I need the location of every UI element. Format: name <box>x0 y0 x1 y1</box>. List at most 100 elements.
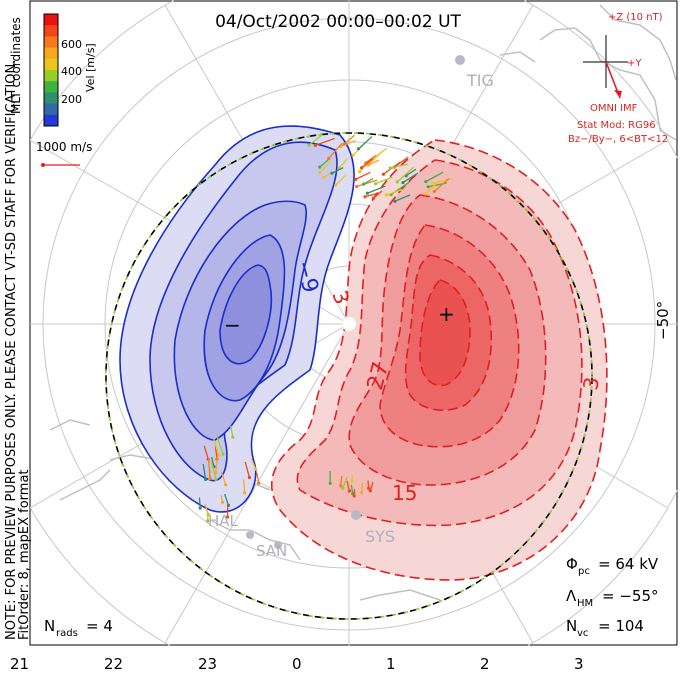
velocity-vector <box>361 482 364 493</box>
velocity-vector <box>396 166 415 183</box>
velocity-vector-origin <box>328 481 332 485</box>
velocity-vector-origin <box>318 165 322 169</box>
velocity-colorbar: 600 400 200 Vel [m/s] <box>43 13 97 127</box>
velocity-vector-origin <box>206 519 210 523</box>
velocity-vector <box>340 475 343 486</box>
svg-text:pc: pc <box>578 566 590 577</box>
velocity-vector-origin <box>220 500 225 504</box>
velocity-vector-origin <box>365 191 369 195</box>
velocity-vector-origin <box>353 177 358 181</box>
velocity-vector <box>425 182 438 195</box>
colorbar-cell <box>44 114 58 127</box>
positive-potential-cell <box>270 139 608 581</box>
velocity-vector-origin <box>231 435 235 439</box>
velocity-vector-origin <box>327 156 331 161</box>
mlt-tick-label: 0 <box>292 655 302 673</box>
map-title: 04/Oct/2002 00:00–00:02 UT <box>215 12 461 32</box>
contour-label-pos-4: 15 <box>392 481 417 505</box>
fit-order-note: FitOrder: 8, mapEX format <box>17 469 32 640</box>
station-marker-hal <box>246 531 254 539</box>
velocity-vector-origin <box>381 172 386 176</box>
latitude-label: −50° <box>654 301 672 340</box>
velocity-vector-origin <box>334 183 338 187</box>
velocity-vector-origin <box>424 180 428 184</box>
mlt-tick-label: 1 <box>386 655 396 673</box>
colorbar-cell <box>44 14 58 26</box>
stats-nrads: N rads = 4 <box>44 617 113 639</box>
colorbar-cell <box>44 70 58 82</box>
colorbar-label: Vel [m/s] <box>84 43 97 92</box>
velocity-vector <box>224 493 230 506</box>
velocity-vector-origin <box>342 142 346 146</box>
station-marker-tig <box>455 55 465 65</box>
negative-potential-cell <box>119 125 355 513</box>
velocity-vector-origin <box>339 484 343 488</box>
velocity-vector-origin <box>366 163 370 167</box>
velocity-vector <box>216 435 224 455</box>
velocity-vector <box>250 458 257 470</box>
coastline <box>49 4 677 601</box>
velocity-vector-origin <box>384 193 388 197</box>
velocity-vector <box>338 158 349 169</box>
velocity-vector <box>375 176 393 185</box>
velocity-vector-origin <box>393 199 397 203</box>
imf-caption: OMNI IMF <box>590 103 638 114</box>
velocity-vector <box>425 171 444 183</box>
velocity-vector-origin <box>423 192 428 196</box>
stats-lambda: Λ HM = −55° <box>566 587 659 609</box>
velocity-vector <box>202 463 207 480</box>
velocity-vector <box>319 160 332 174</box>
velocity-vector <box>356 179 378 188</box>
velocity-vector <box>215 452 219 473</box>
coords-label: MLT coordinates <box>9 17 23 114</box>
velocity-vector-origin <box>363 195 367 199</box>
imf-y-label: +Y <box>627 58 642 69</box>
velocity-vector <box>346 480 351 492</box>
velocity-vector-origin <box>214 471 218 475</box>
velocity-vector-origin <box>225 515 230 519</box>
velocity-vector-origin <box>247 475 252 480</box>
velocity-vectors <box>198 134 452 523</box>
hm-boundary-green <box>105 132 593 620</box>
velocity-vector-origin <box>257 481 261 485</box>
velocity-vector <box>342 477 348 489</box>
stat-model-line2: Bz−/By−, 6<BT<12 <box>568 134 668 145</box>
velocity-vector-origin <box>360 491 364 495</box>
velocity-vector-origin <box>204 477 208 482</box>
velocity-vector <box>343 134 355 145</box>
velocity-vector <box>402 172 419 184</box>
neg-center-marker: − <box>224 313 241 337</box>
velocity-vector-origin <box>221 452 225 456</box>
velocity-vector <box>229 425 234 438</box>
svg-text:= 4: = 4 <box>86 617 113 635</box>
velocity-vector-origin <box>362 182 366 186</box>
velocity-vector <box>203 445 209 460</box>
velocity-vector <box>390 163 408 169</box>
velocity-vector-origin <box>242 491 247 495</box>
velocity-vector <box>331 167 344 174</box>
velocity-vector-origin <box>341 486 345 490</box>
svg-text:N: N <box>566 617 577 635</box>
velocity-vector <box>358 136 373 150</box>
stats-nvc: N vc = 104 <box>566 617 644 639</box>
velocity-vector-origin <box>350 479 354 483</box>
svg-text:= 104: = 104 <box>598 617 644 635</box>
svg-text:rads: rads <box>56 628 78 639</box>
velocity-vector-origin <box>360 166 364 170</box>
velocity-vector <box>256 472 260 484</box>
colorbar-tick-400: 400 <box>61 65 82 78</box>
velocity-vector-origin <box>395 180 399 184</box>
velocity-vector-origin <box>318 170 322 175</box>
mlt-tick-label: 2 <box>480 655 490 673</box>
velocity-vector-origin <box>313 143 317 147</box>
velocity-vector <box>244 461 251 478</box>
velocity-vector <box>220 471 227 486</box>
vector-scale-label: 1000 m/s <box>36 140 92 154</box>
svg-text:HM: HM <box>577 598 593 609</box>
velocity-vector-origin <box>322 175 326 179</box>
mlt-axis: 21 22 23 0 1 2 3 <box>10 655 584 673</box>
imf-clock: +Z (10 nT) +Y OMNI IMF <box>583 12 663 114</box>
velocity-vector <box>319 159 329 168</box>
imf-arrowhead <box>614 90 622 98</box>
